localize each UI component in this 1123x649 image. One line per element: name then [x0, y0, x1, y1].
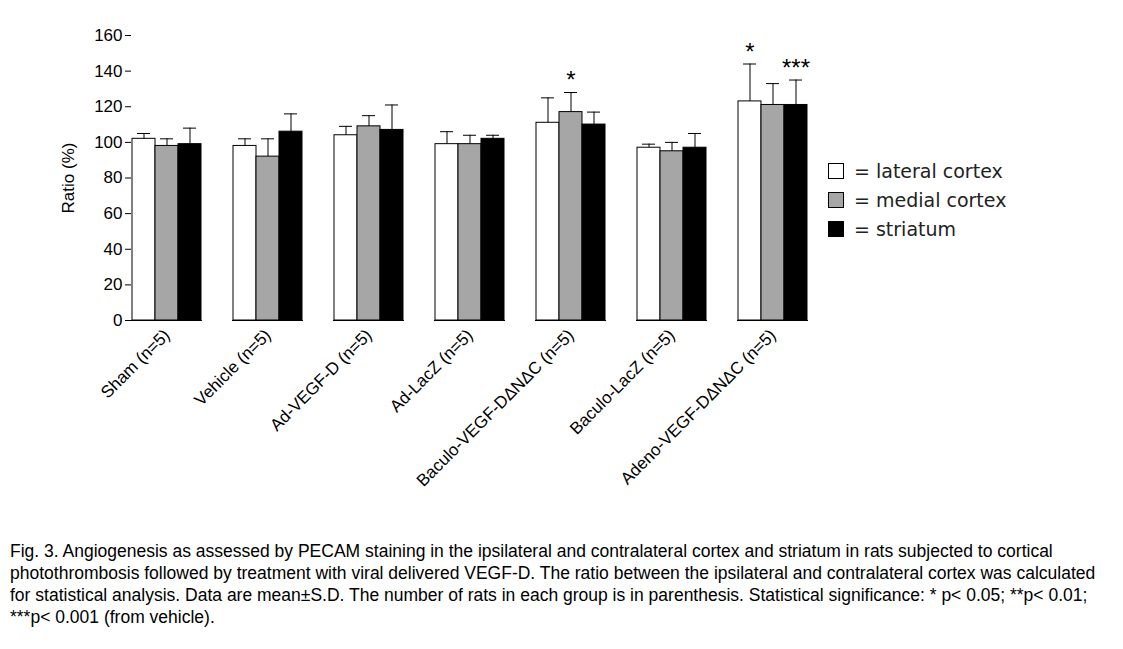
- svg-text:*: *: [566, 66, 575, 93]
- svg-text:Baculo-LacZ (n=5): Baculo-LacZ (n=5): [566, 326, 679, 439]
- svg-text:0: 0: [113, 311, 122, 330]
- svg-text:*: *: [745, 38, 754, 65]
- svg-text:60: 60: [104, 204, 123, 223]
- svg-text:80: 80: [104, 168, 123, 187]
- svg-text:Sham (n=5): Sham (n=5): [97, 326, 174, 403]
- svg-text:Baculo-VEGF-DΔNΔC (n=5): Baculo-VEGF-DΔNΔC (n=5): [413, 326, 578, 491]
- html-text:= medial cortex: = medial cortex: [854, 188, 1007, 211]
- html-text:= lateral cortex: = lateral cortex: [854, 159, 1003, 182]
- svg-text:Vehicle (n=5): Vehicle (n=5): [191, 326, 275, 410]
- svg-text:Adeno-VEGF-DΔNΔC (n=5): Adeno-VEGF-DΔNΔC (n=5): [617, 326, 780, 489]
- svg-text:Ratio (%): Ratio (%): [59, 143, 78, 214]
- svg-text:Ad-LacZ (n=5): Ad-LacZ (n=5): [386, 326, 477, 417]
- svg-text:120: 120: [94, 97, 122, 116]
- svg-text:20: 20: [104, 275, 123, 294]
- svg-text:40: 40: [104, 240, 123, 259]
- svg-text:Ad-VEGF-D (n=5): Ad-VEGF-D (n=5): [266, 326, 375, 435]
- svg-text:***: ***: [782, 54, 810, 81]
- svg-text:160: 160: [94, 26, 122, 45]
- svg-text:100: 100: [94, 133, 122, 152]
- html-text:= striatum: = striatum: [854, 217, 956, 240]
- svg-text:140: 140: [94, 62, 122, 81]
- html-text:Fig. 3. Angiogenesis as assess: Fig. 3. Angiogenesis as assessed by PECA…: [10, 541, 1096, 627]
